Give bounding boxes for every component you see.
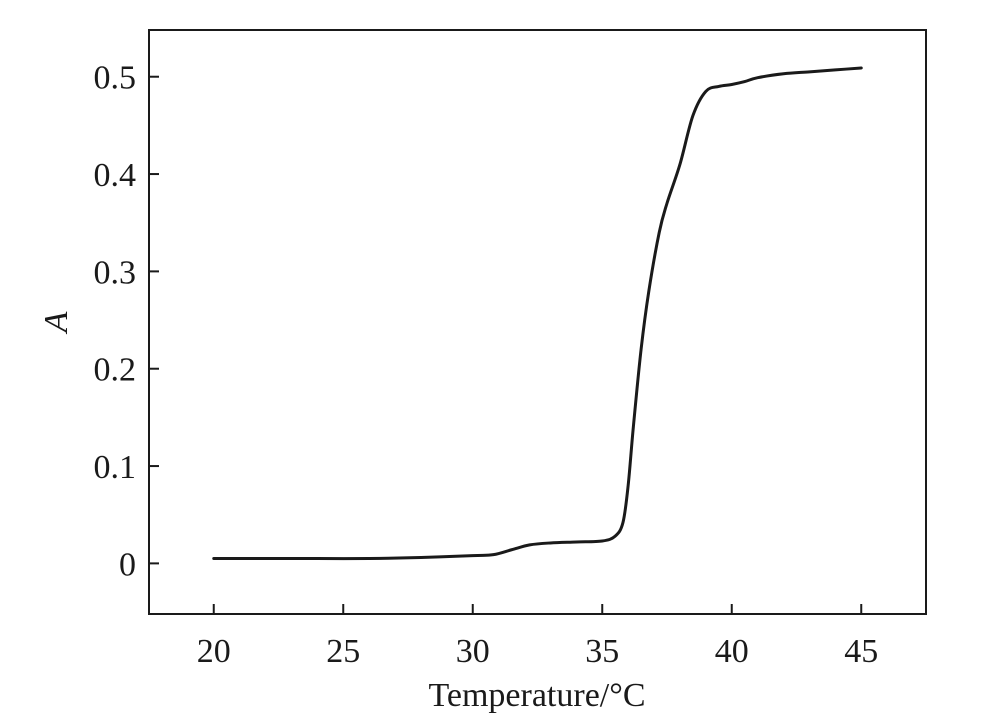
y-axis-ticks: 0 0.1 0.2 0.3 0.4 0.5 xyxy=(94,60,159,583)
x-tick-label: 25 xyxy=(326,633,360,670)
plot-area-frame xyxy=(148,29,927,615)
x-tick-label: 35 xyxy=(585,633,619,670)
x-tick-label: 30 xyxy=(456,633,490,670)
y-axis-label: A xyxy=(38,311,75,334)
x-axis-label: Temperature/°C xyxy=(428,677,645,714)
y-tick-label: 0 xyxy=(119,546,136,583)
x-tick-label: 20 xyxy=(197,633,231,670)
y-tick-label: 0.2 xyxy=(94,352,137,389)
x-axis-ticks: 20 25 30 35 40 45 xyxy=(197,604,878,670)
y-tick-label: 0.1 xyxy=(94,449,137,486)
y-tick-label: 0.4 xyxy=(94,157,137,194)
x-tick-label: 45 xyxy=(844,633,878,670)
y-tick-label: 0.5 xyxy=(94,60,137,97)
y-tick-label: 0.3 xyxy=(94,254,137,291)
x-tick-label: 40 xyxy=(715,633,749,670)
series-line xyxy=(212,66,863,561)
